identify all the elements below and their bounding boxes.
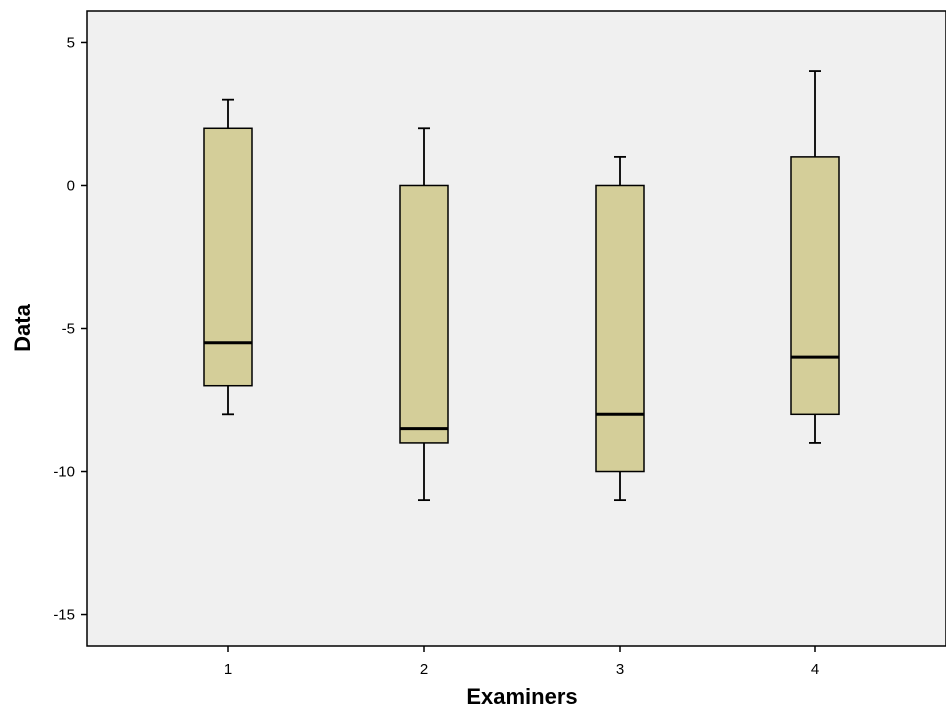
y-tick-label: 5 bbox=[67, 34, 75, 51]
boxes-layer bbox=[203, 70, 840, 502]
box-group-3 bbox=[595, 155, 645, 502]
box-group-1 bbox=[203, 98, 253, 416]
y-tick-label: 0 bbox=[67, 177, 75, 194]
box-group-4 bbox=[790, 70, 840, 444]
y-tick-label: -10 bbox=[53, 464, 75, 481]
x-tick-label: 4 bbox=[811, 661, 819, 678]
y-tick-label: -15 bbox=[53, 607, 75, 624]
x-tick-label: 3 bbox=[616, 661, 624, 678]
y-axis-title: Data bbox=[10, 303, 35, 351]
iqr-box bbox=[595, 184, 645, 473]
x-axis: 1 2 3 4 bbox=[224, 646, 819, 678]
iqr-box bbox=[399, 184, 449, 444]
y-axis: 5 0 -5 -10 -15 bbox=[53, 34, 87, 624]
iqr-box bbox=[203, 127, 253, 387]
y-tick-label: -5 bbox=[62, 321, 75, 338]
box-group-2 bbox=[399, 127, 449, 502]
x-tick-label: 1 bbox=[224, 661, 232, 678]
x-axis-title: Examiners bbox=[466, 684, 577, 709]
iqr-box bbox=[790, 156, 840, 416]
x-tick-label: 2 bbox=[420, 661, 428, 678]
